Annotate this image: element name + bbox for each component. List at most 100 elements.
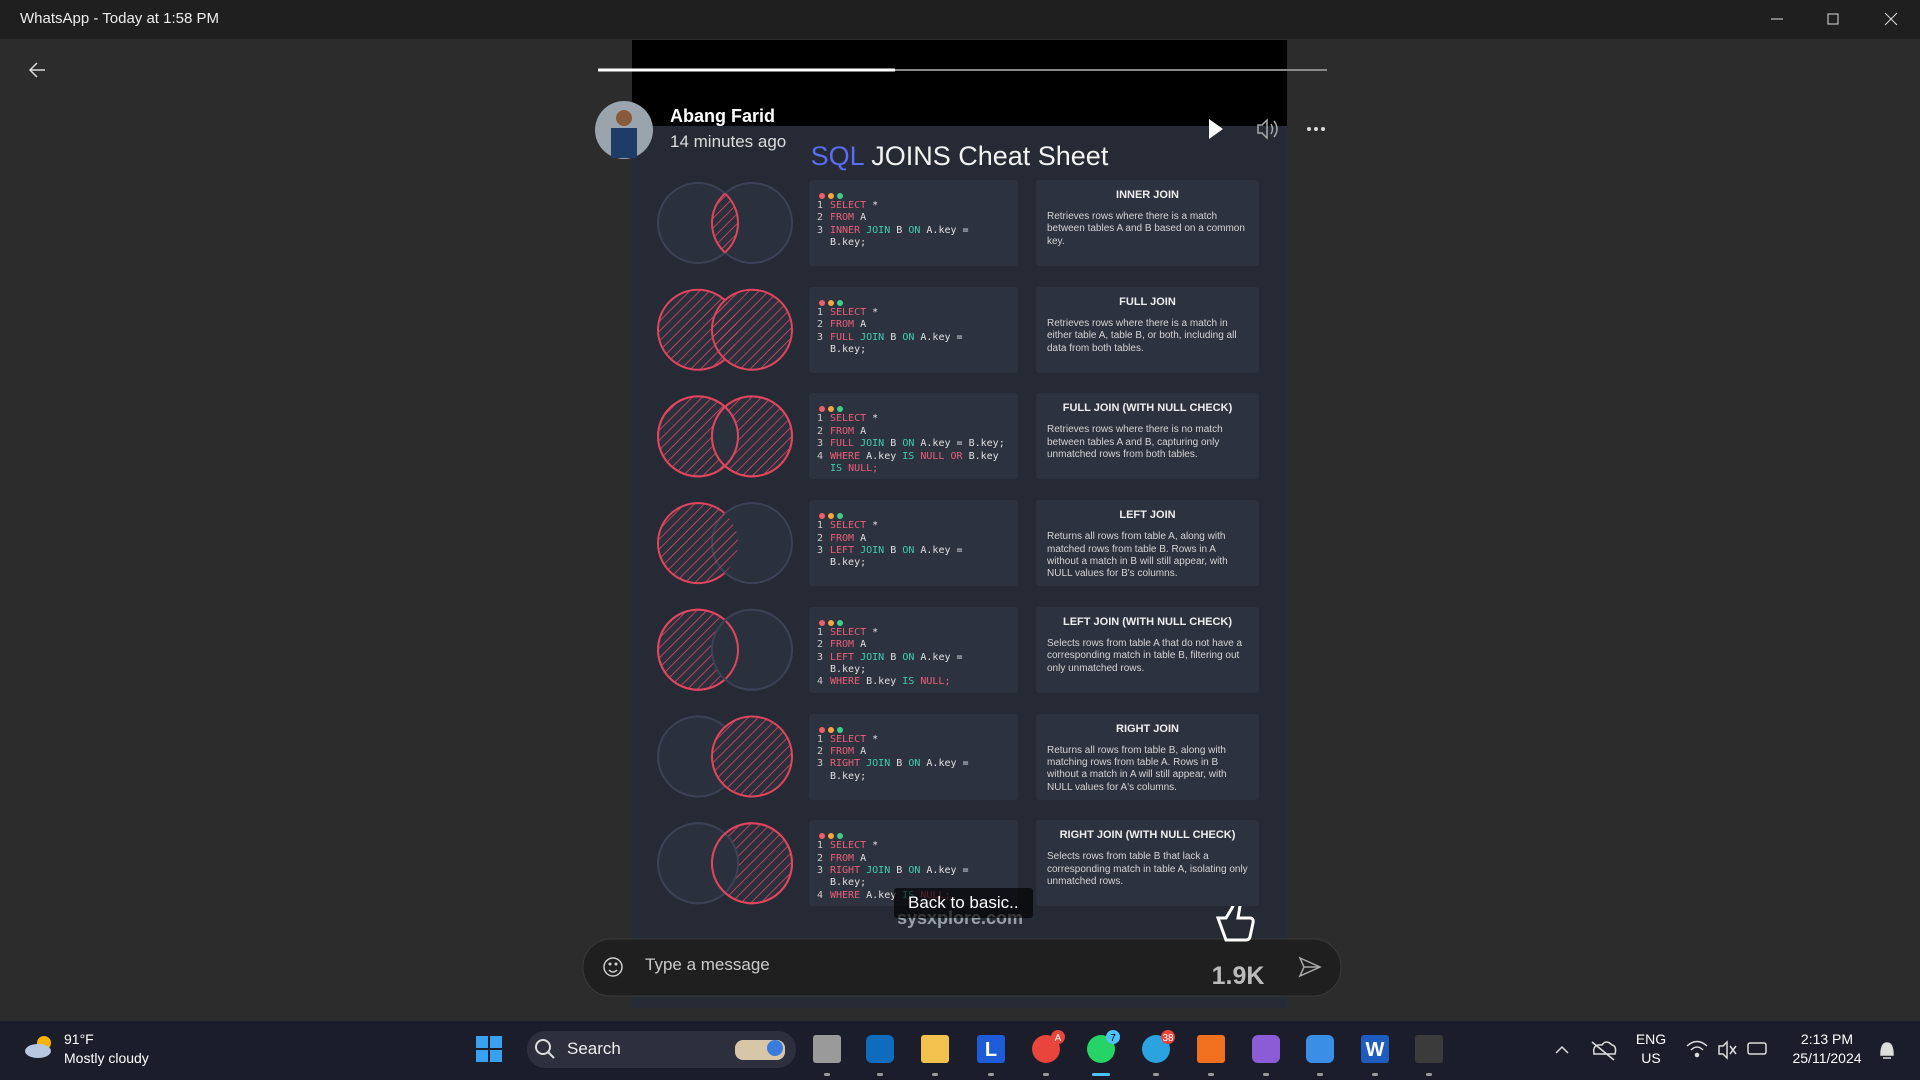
search-box[interactable] (527, 1031, 796, 1068)
avatar[interactable] (595, 101, 653, 159)
venn-intersection (712, 183, 739, 263)
weather-temp: 91°F (64, 1031, 94, 1047)
code-token: SELECT (830, 200, 867, 211)
code-line: 4 WHERE B.key IS NULL; (817, 676, 963, 688)
volume-muted (1729, 1045, 1737, 1055)
app-icon (921, 1035, 949, 1063)
code-token: = (956, 651, 963, 663)
window-controls (1771, 12, 1898, 26)
code-token: JOIN (866, 865, 891, 876)
clock-time: 2:13 PM (1800, 1031, 1854, 1047)
badge (1161, 1030, 1175, 1044)
line-number: 4 (817, 889, 824, 901)
code-token: A.key (926, 865, 957, 876)
code-token: * (872, 520, 879, 532)
window-dots (819, 399, 846, 417)
code-text: FROM A (830, 853, 866, 864)
code-line: 1 SELECT * (817, 840, 969, 852)
code-token: WHERE (830, 889, 861, 901)
code-token: RIGHT (830, 758, 861, 770)
restore[interactable] (1827, 13, 1839, 25)
code-line: 3 RIGHT JOIN B ON A.key = (817, 865, 969, 877)
taskbar-app[interactable]: 38 (1142, 1030, 1175, 1076)
dot (837, 193, 843, 199)
app-letter: W (1366, 1039, 1385, 1061)
code-box: 1 SELECT * 2 FROM A 3 FULL JOIN B ON A.key = … (809, 393, 1018, 480)
taskbar-app[interactable] (1252, 1035, 1280, 1076)
onedrive[interactable] (1592, 1041, 1617, 1055)
tray-overflow[interactable] (1555, 1045, 1569, 1054)
code-token: A (860, 319, 867, 331)
back-button[interactable] (28, 62, 45, 78)
wifi-dot (1694, 1052, 1700, 1058)
dot (819, 833, 825, 840)
taskbar-app[interactable] (921, 1035, 949, 1076)
code-line: 1 SELECT * (817, 307, 963, 319)
code-token: * (872, 200, 879, 211)
notifications[interactable] (1880, 1042, 1894, 1059)
taskbar-app[interactable] (1415, 1035, 1443, 1076)
running-indicator (1153, 1073, 1159, 1076)
code-lines: 1 SELECT * 2 FROM A 3 FULL JOIN B ON A.key = B… (817, 307, 963, 357)
taskbar-app[interactable] (1197, 1035, 1225, 1076)
code-text: FULL JOIN B ON A.key = B.key; (830, 438, 1005, 449)
taskbar-app[interactable] (1306, 1035, 1334, 1076)
play-button[interactable] (1209, 119, 1223, 139)
join-name: FULL JOIN (1119, 295, 1176, 308)
code-token: B.key; (830, 557, 867, 569)
join-name: RIGHT JOIN (WITH NULL CHECK) (1059, 829, 1236, 842)
taskbar-app[interactable] (866, 1035, 894, 1076)
dot (819, 513, 825, 520)
code-token: A (860, 639, 867, 651)
description-box: RIGHT JOIN (WITH NULL CHECK) Selects rows… (1036, 820, 1259, 907)
outline-b (711, 822, 793, 905)
code-box: 1 SELECT * 2 FROM A 3 RIGHT JOIN B ON A.key =… (809, 713, 1018, 800)
code-text: FROM A (830, 533, 866, 544)
close[interactable] (1884, 12, 1898, 26)
code-token: SELECT (830, 733, 867, 745)
code-token: = (956, 544, 963, 556)
start-button[interactable] (476, 1036, 502, 1062)
join-description: Retrieves rows where there is a match in… (1047, 317, 1237, 354)
status-time: 14 minutes ago (670, 132, 787, 151)
code-token: ON (902, 438, 915, 450)
emoji-button[interactable] (603, 957, 623, 977)
send-button[interactable] (1298, 956, 1322, 978)
battery[interactable] (1747, 1042, 1767, 1055)
code-token: LEFT (830, 544, 855, 556)
code-token: A (860, 212, 867, 224)
taskbar-app[interactable]: W (1361, 1035, 1389, 1076)
code-token: B (896, 758, 903, 770)
wifi[interactable] (1686, 1040, 1708, 1051)
code-line: 2 FROM A (817, 212, 969, 224)
running-indicator (824, 1073, 830, 1076)
volume[interactable] (1718, 1040, 1728, 1060)
more-button[interactable] (1307, 127, 1325, 131)
weather-icon (25, 1036, 51, 1058)
region: US (1641, 1050, 1661, 1066)
app-icon (1361, 1035, 1389, 1063)
taskbar-app[interactable]: 7 (1087, 1030, 1120, 1076)
taskbar-app[interactable] (813, 1035, 841, 1076)
line-number: 1 (817, 306, 824, 318)
code-token: ON (908, 865, 921, 876)
code-line: 1 SELECT * (817, 627, 963, 639)
code-token: SELECT (830, 306, 867, 318)
join-description: Retrieves rows where there is a match be… (1047, 211, 1245, 247)
code-text: FROM A (830, 639, 866, 650)
dot (828, 726, 834, 733)
code-text: B.key; (830, 771, 866, 782)
mute-button[interactable] (1257, 118, 1278, 140)
code-token: = (962, 865, 969, 876)
like-count: 1.9K (1211, 962, 1265, 990)
dot (819, 726, 825, 733)
taskbar-app[interactable]: A (1032, 1030, 1065, 1076)
code-token: B (890, 651, 897, 663)
search-label: Search (567, 1039, 621, 1058)
taskbar-app[interactable]: L (977, 1035, 1005, 1076)
taskbar-apps: L A 7 38 W (813, 1030, 1443, 1076)
app-icon (1032, 1035, 1060, 1063)
code-text: SELECT * (830, 840, 878, 851)
code-token: FULL (830, 438, 855, 450)
code-token: SELECT (830, 626, 867, 638)
